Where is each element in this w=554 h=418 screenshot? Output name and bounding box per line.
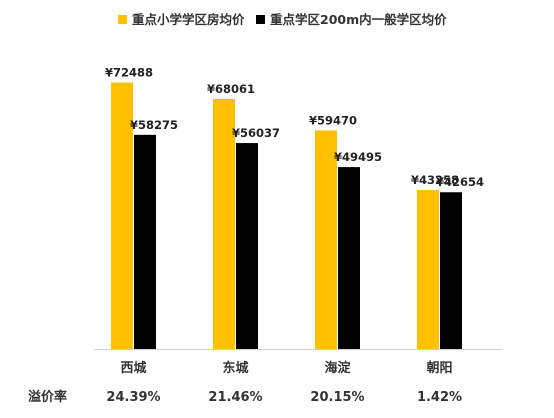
bars — [111, 82, 462, 349]
x-tick-label-4: 朝阳 — [426, 360, 452, 376]
bar-nearby-1 — [134, 134, 156, 349]
data-label-nearby-4: ¥42654 — [436, 175, 484, 189]
premium-value-3: 20.15% — [310, 390, 364, 405]
bar-key-school-4 — [417, 190, 439, 349]
bar-nearby-4 — [440, 192, 462, 349]
data-label-key-school-3: ¥59470 — [309, 113, 357, 127]
bar-nearby-2 — [236, 143, 258, 349]
legend-label-1: 重点小学学区房均价 — [132, 12, 245, 27]
data-labels: ¥72488 ¥58275 ¥68061 ¥56037 ¥59470 ¥49495 ¥432… — [105, 66, 484, 190]
data-label-nearby-3: ¥49495 — [334, 150, 382, 164]
data-label-key-school-1: ¥72488 — [105, 66, 153, 80]
premium-row: 溢价率 24.39% 21.46% 20.15% 1.42% — [28, 389, 462, 405]
bar-key-school-2 — [213, 98, 235, 349]
x-tick-label-1: 西城 — [120, 360, 146, 376]
data-label-key-school-2: ¥68061 — [207, 82, 255, 96]
legend-label-2: 重点学区200m内一般学区均价 — [270, 12, 447, 27]
premium-row-label: 溢价率 — [28, 389, 67, 405]
x-tick-labels: 西城 东城 海淀 朝阳 — [120, 360, 452, 376]
legend-swatch-2 — [256, 15, 265, 24]
data-label-nearby-2: ¥56037 — [232, 126, 280, 140]
data-label-nearby-1: ¥58275 — [130, 118, 178, 132]
legend: 重点小学学区房均价 重点学区200m内一般学区均价 — [118, 12, 447, 27]
legend-swatch-1 — [118, 15, 127, 24]
x-tick-label-2: 东城 — [222, 360, 248, 376]
premium-value-4: 1.42% — [417, 390, 462, 405]
x-tick-label-3: 海淀 — [324, 360, 351, 376]
premium-value-2: 21.46% — [208, 390, 262, 405]
data-label-key-school-4: ¥43258 — [411, 173, 459, 187]
bar-key-school-3 — [315, 130, 337, 349]
bar-key-school-1 — [111, 82, 133, 349]
bar-nearby-3 — [338, 167, 360, 349]
premium-value-1: 24.39% — [106, 390, 160, 405]
